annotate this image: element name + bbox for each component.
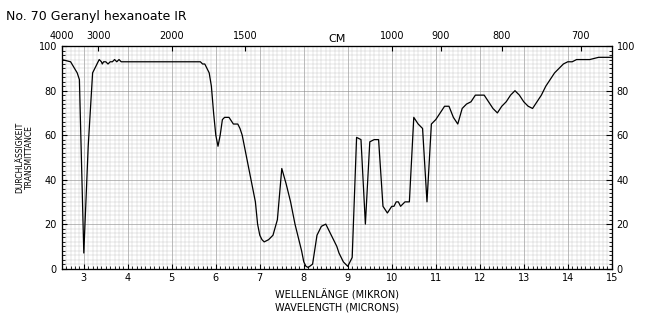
X-axis label: WELLENLÄNGE (MIKRON)
WAVELENGTH (MICRONS): WELLENLÄNGE (MIKRON) WAVELENGTH (MICRONS… [275,289,399,312]
Y-axis label: DURCHLÄSSIGKEIT
TRANSMITTANCE: DURCHLÄSSIGKEIT TRANSMITTANCE [15,122,34,193]
Text: No. 70 Geranyl hexanoate IR: No. 70 Geranyl hexanoate IR [6,10,187,23]
Text: CM: CM [328,34,345,44]
